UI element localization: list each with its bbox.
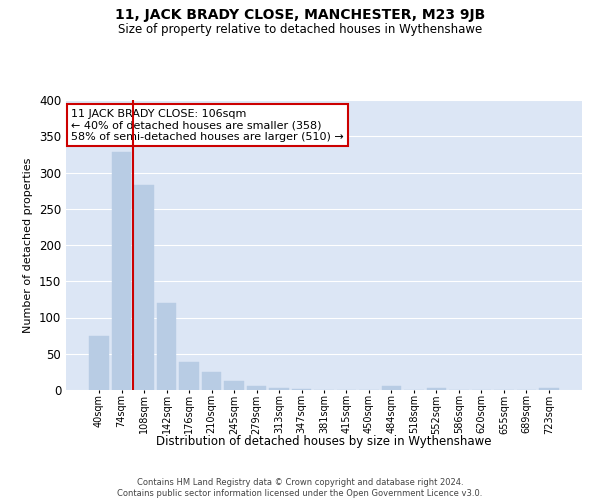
Y-axis label: Number of detached properties: Number of detached properties: [23, 158, 34, 332]
Bar: [89, 336, 109, 390]
Bar: [157, 303, 176, 390]
Text: Size of property relative to detached houses in Wythenshawe: Size of property relative to detached ho…: [118, 22, 482, 36]
Bar: [382, 386, 401, 390]
Bar: [134, 185, 154, 390]
Bar: [292, 388, 311, 390]
Bar: [179, 362, 199, 390]
Text: 11 JACK BRADY CLOSE: 106sqm
← 40% of detached houses are smaller (358)
58% of se: 11 JACK BRADY CLOSE: 106sqm ← 40% of det…: [71, 108, 344, 142]
Bar: [224, 382, 244, 390]
Bar: [202, 372, 221, 390]
Text: 11, JACK BRADY CLOSE, MANCHESTER, M23 9JB: 11, JACK BRADY CLOSE, MANCHESTER, M23 9J…: [115, 8, 485, 22]
Text: Distribution of detached houses by size in Wythenshawe: Distribution of detached houses by size …: [156, 435, 492, 448]
Bar: [112, 152, 131, 390]
Bar: [247, 386, 266, 390]
Bar: [427, 388, 446, 390]
Text: Contains HM Land Registry data © Crown copyright and database right 2024.
Contai: Contains HM Land Registry data © Crown c…: [118, 478, 482, 498]
Bar: [539, 388, 559, 390]
Bar: [269, 388, 289, 390]
